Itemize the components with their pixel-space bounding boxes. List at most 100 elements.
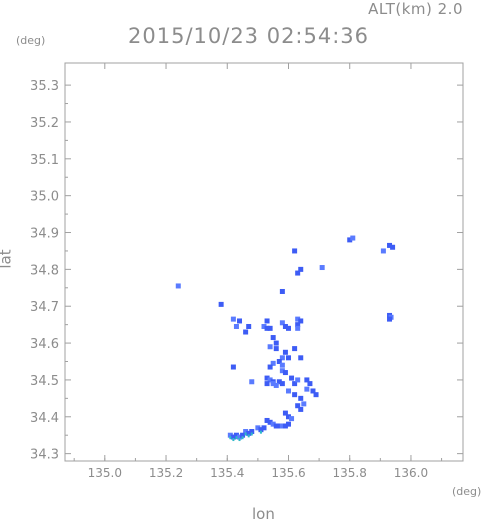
echo-points bbox=[175, 235, 396, 442]
echo-point-edge bbox=[259, 430, 262, 434]
echo-point bbox=[279, 423, 285, 429]
echo-point bbox=[282, 349, 288, 355]
echo-point bbox=[230, 434, 236, 440]
echo-point bbox=[276, 359, 282, 364]
echo-point bbox=[267, 344, 273, 350]
echo-point bbox=[233, 432, 239, 438]
echo-point bbox=[298, 266, 304, 272]
y-tick-label: 34.7 bbox=[30, 300, 59, 315]
echo-point bbox=[276, 379, 282, 385]
echo-point bbox=[264, 375, 270, 381]
y-tick-label: 35.0 bbox=[30, 190, 59, 205]
y-tick-label: 34.9 bbox=[30, 227, 59, 242]
echo-point bbox=[282, 370, 288, 376]
echo-point bbox=[276, 423, 282, 429]
echo-point bbox=[295, 270, 301, 276]
echo-point bbox=[387, 242, 393, 248]
echo-point bbox=[227, 432, 233, 438]
echo-point bbox=[230, 316, 236, 322]
echo-point bbox=[292, 392, 298, 398]
echo-point-edge bbox=[235, 436, 238, 440]
echo-point-edge bbox=[241, 436, 244, 440]
echo-point bbox=[298, 355, 304, 361]
axis-ticks: 135.0 135.2 135.4 135.6 135.8 136.0 34.3 34.4 34… bbox=[30, 63, 463, 480]
echo-point bbox=[233, 323, 239, 329]
echo-point bbox=[380, 248, 386, 254]
y-tick-label: 35.1 bbox=[30, 153, 59, 168]
echo-point bbox=[295, 377, 301, 383]
echo-point bbox=[246, 430, 252, 436]
echo-point bbox=[295, 322, 301, 328]
echo-point-edge bbox=[244, 432, 247, 436]
y-tick-label: 34.4 bbox=[30, 411, 59, 426]
x-tick-label: 135.6 bbox=[271, 466, 305, 480]
echo-point bbox=[387, 316, 393, 322]
x-tick-label: 135.0 bbox=[88, 466, 122, 480]
echo-point bbox=[270, 360, 276, 366]
echo-point bbox=[246, 323, 252, 329]
y-tick-label: 34.6 bbox=[30, 337, 59, 352]
echo-point-edge bbox=[238, 438, 241, 442]
echo-point bbox=[273, 340, 279, 346]
echo-point bbox=[289, 375, 295, 381]
echo-point bbox=[279, 288, 285, 294]
echo-point bbox=[258, 427, 264, 433]
echo-point bbox=[264, 381, 270, 387]
echo-point bbox=[267, 364, 273, 370]
echo-point bbox=[267, 377, 273, 383]
echo-point bbox=[237, 318, 243, 324]
echo-point bbox=[285, 388, 291, 394]
echo-point bbox=[282, 410, 288, 416]
echo-point bbox=[243, 429, 249, 435]
y-tick-label: 34.8 bbox=[30, 263, 59, 278]
y-tick-label: 34.5 bbox=[30, 374, 59, 389]
echo-point bbox=[282, 323, 288, 329]
echo-point bbox=[298, 406, 304, 412]
echo-point bbox=[264, 417, 270, 423]
echo-point bbox=[255, 425, 261, 431]
echo-point bbox=[295, 316, 301, 322]
echo-point bbox=[285, 325, 291, 331]
echo-point bbox=[295, 403, 301, 409]
x-tick-label: 136.0 bbox=[394, 466, 428, 480]
echo-point bbox=[270, 381, 276, 387]
echo-point bbox=[282, 423, 288, 429]
echo-point bbox=[304, 377, 310, 383]
echo-point bbox=[273, 423, 279, 429]
echo-point bbox=[270, 335, 276, 341]
echo-point bbox=[267, 325, 273, 331]
echo-point bbox=[270, 421, 276, 427]
echo-point bbox=[279, 355, 285, 361]
echo-point bbox=[249, 379, 255, 385]
echo-point bbox=[307, 381, 313, 387]
echo-point-edge bbox=[247, 434, 250, 438]
echo-point bbox=[273, 382, 279, 388]
echo-point bbox=[347, 237, 353, 243]
echo-point bbox=[295, 325, 301, 331]
echo-point bbox=[301, 401, 307, 407]
altitude-label: ALT(km) 2.0 bbox=[368, 0, 463, 18]
echo-point-edge bbox=[250, 432, 253, 436]
echo-point bbox=[273, 346, 279, 352]
echo-point bbox=[264, 318, 270, 324]
echo-point bbox=[279, 381, 285, 387]
echo-point bbox=[279, 368, 285, 374]
echo-point bbox=[230, 364, 236, 370]
y-tick-label: 34.3 bbox=[30, 448, 59, 463]
echo-point bbox=[267, 419, 273, 425]
echo-point-edge bbox=[232, 438, 235, 442]
plot-frame bbox=[64, 62, 464, 462]
echo-point bbox=[319, 265, 325, 271]
echo-point bbox=[279, 320, 285, 326]
echo-point bbox=[261, 425, 267, 431]
echo-point bbox=[304, 386, 310, 392]
echo-point bbox=[237, 434, 243, 440]
echo-point bbox=[285, 414, 291, 420]
y-tick-label: 35.2 bbox=[30, 116, 59, 131]
x-tick-label: 135.4 bbox=[210, 466, 244, 480]
echo-point bbox=[218, 301, 224, 307]
echo-point bbox=[289, 416, 295, 422]
echo-point bbox=[292, 248, 298, 254]
echo-point bbox=[249, 429, 255, 435]
